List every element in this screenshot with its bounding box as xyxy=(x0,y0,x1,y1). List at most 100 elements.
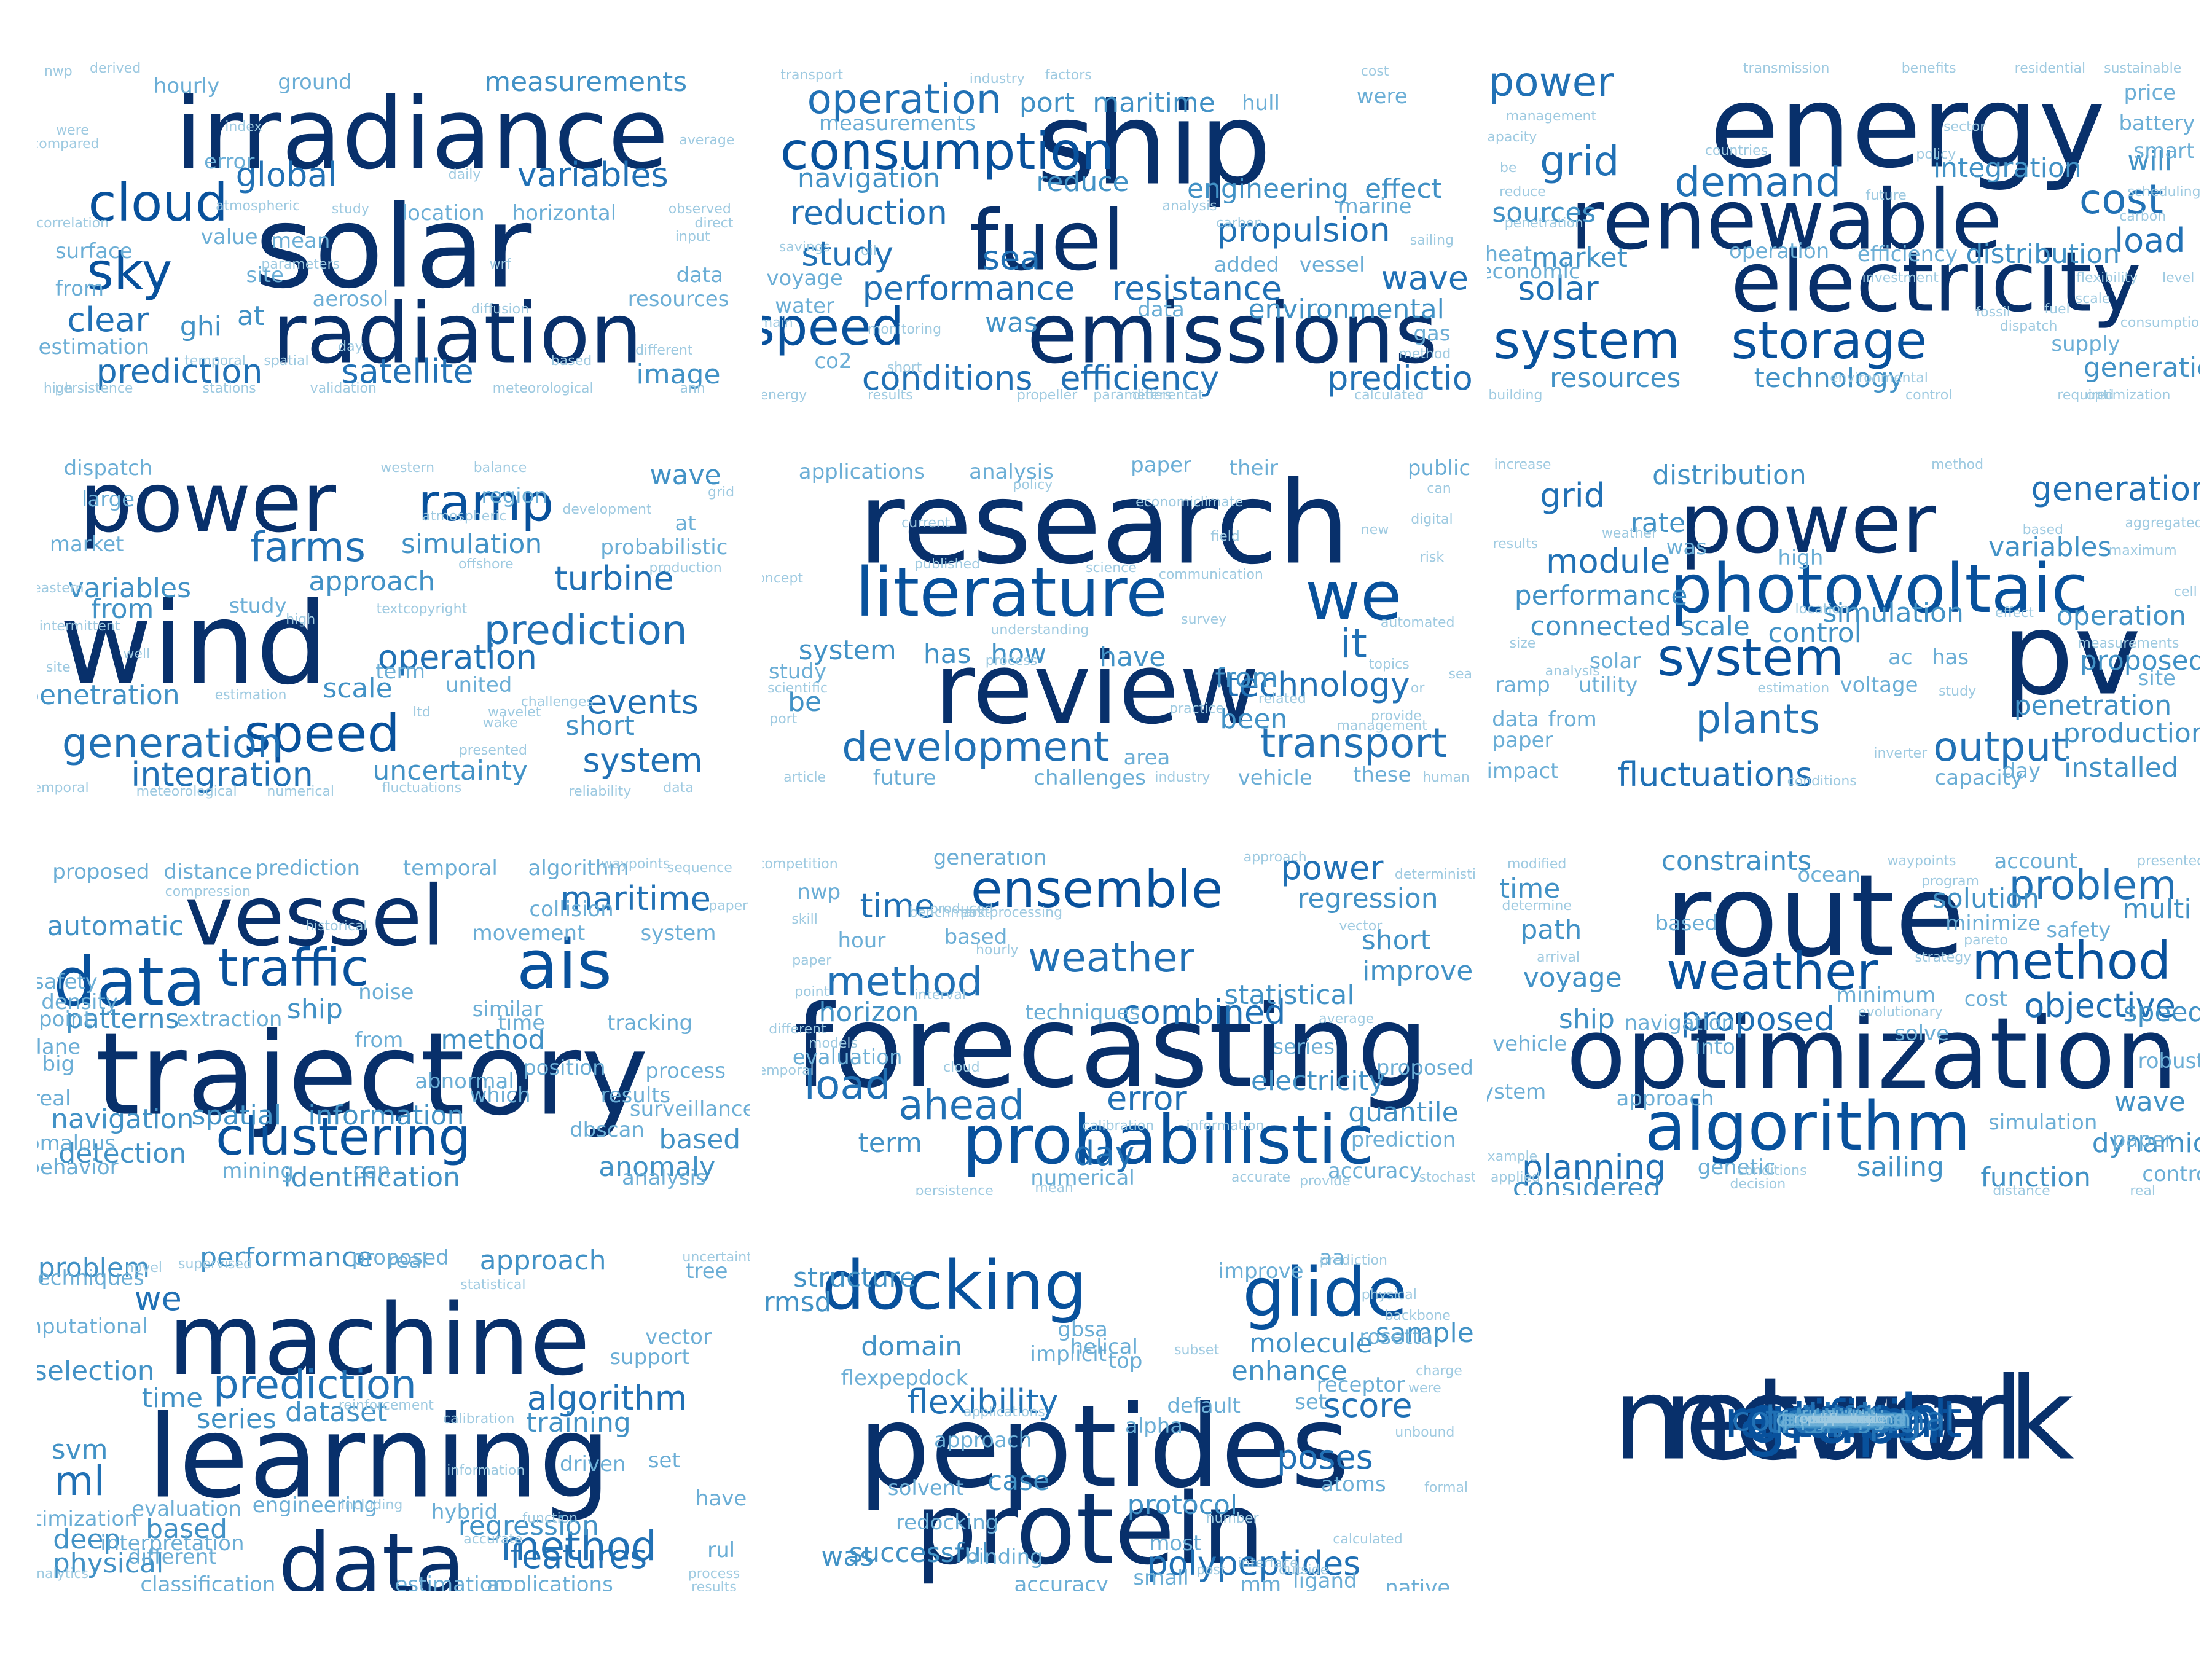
word-grid: grid xyxy=(1540,138,1620,185)
word-collision: collision xyxy=(529,897,614,922)
word-offshore: offshore xyxy=(458,557,514,573)
word-receptor: receptor xyxy=(1316,1373,1405,1397)
word-flow: flow xyxy=(1829,1411,1857,1427)
word-sequence: sequence xyxy=(667,860,732,876)
word-planning: planning xyxy=(1521,1148,1666,1187)
word-including: including xyxy=(341,1497,403,1513)
word-power: power xyxy=(1281,851,1384,887)
word-nonlinear: nonlinear xyxy=(1779,1403,1907,1435)
word-competition: competition xyxy=(762,857,838,873)
word-ground: ground xyxy=(278,70,352,95)
word-graph: graph xyxy=(1744,1380,1942,1459)
word-time: time xyxy=(1499,873,1561,904)
word-ltd: ltd xyxy=(413,705,431,720)
word-observed: observed xyxy=(668,202,731,218)
word-sequence: sequence xyxy=(1810,1411,1877,1427)
word-from: from xyxy=(55,276,104,302)
word-have: have xyxy=(1099,641,1166,673)
word-challenges: challenges xyxy=(1033,766,1146,791)
word-ensemble: ensemble xyxy=(970,858,1223,919)
word-temporal: temporal xyxy=(37,780,89,796)
word-most: most xyxy=(1149,1531,1202,1556)
word-maritime: maritime xyxy=(1092,87,1215,119)
word-structure: structure xyxy=(793,1262,916,1294)
word-our: our xyxy=(1826,1407,1861,1432)
word-ahead: ahead xyxy=(898,1081,1025,1129)
word-concept: concept xyxy=(762,570,804,586)
word-safety: safety xyxy=(2046,917,2111,943)
word-system: system xyxy=(1493,310,1681,371)
word-peptides: peptides xyxy=(858,1380,1350,1513)
word-or: or xyxy=(1410,680,1425,696)
word-at: at xyxy=(237,300,265,332)
word-scale: scale xyxy=(1680,611,1750,642)
word-interval: interval xyxy=(914,987,966,1003)
word-vehicle: vehicle xyxy=(1237,766,1312,791)
word-results: results xyxy=(1808,1407,1878,1432)
word-features: features xyxy=(510,1537,648,1576)
word-ann: ann xyxy=(680,380,705,396)
wordcloud-wind-power: wind power ramp farms speed prediction turbine… xyxy=(37,455,750,799)
word-smart: smart xyxy=(2133,139,2195,164)
word-conditions: conditions xyxy=(1737,1163,1807,1179)
word-unbound: unbound xyxy=(1395,1425,1455,1441)
wordcloud-machine-learning: learning machine data prediction method algor… xyxy=(37,1247,750,1591)
word-ramp: ramp xyxy=(418,473,554,533)
word-load: load xyxy=(1821,1407,1866,1432)
word-term: term xyxy=(858,1128,923,1159)
word-system: system xyxy=(1657,627,1845,688)
word-turbine: turbine xyxy=(554,559,674,598)
word-voyage: voyage xyxy=(1523,962,1622,994)
word-balance: balance xyxy=(473,460,527,476)
word-provide: provide xyxy=(1300,1173,1351,1189)
word-integration: integration xyxy=(131,755,313,794)
word-weather: weather xyxy=(1028,933,1194,981)
word-docking: docking xyxy=(822,1247,1087,1325)
word-supervised: supervised xyxy=(178,1257,253,1272)
word-calibration: calibration xyxy=(1082,1118,1155,1134)
word-speed: speed xyxy=(762,296,904,357)
word-compared: compared xyxy=(37,136,100,152)
word-site: site xyxy=(246,262,284,288)
word-correlation: correlation xyxy=(37,215,109,231)
word-artificial: artificial xyxy=(1739,1389,1948,1449)
word-objective: objective xyxy=(2024,986,2176,1025)
word-generation: generation xyxy=(2083,352,2200,383)
word-waypoints: waypoints xyxy=(601,857,670,873)
word-based: based xyxy=(551,353,592,369)
word-speed: speed xyxy=(2123,997,2200,1029)
word-cost: cost xyxy=(1360,64,1389,80)
word-algorithm: algorithm xyxy=(528,856,629,880)
word-analysis: analysis xyxy=(969,460,1054,484)
word-prediction: prediction xyxy=(484,606,688,654)
word-determine: determine xyxy=(1502,898,1572,914)
word-path: path xyxy=(1520,914,1582,946)
word-navigation: navigation xyxy=(1624,1011,1735,1035)
word-automatic: automatic xyxy=(47,911,184,943)
word-large: large xyxy=(81,487,135,512)
wordcloud-forecasting: forecasting probabilistic ensemble weather m… xyxy=(762,851,1475,1195)
word-sustainable: sustainable xyxy=(2104,60,2182,76)
word-irradiance: irradiance xyxy=(175,76,669,192)
word-presented: presented xyxy=(2137,853,2200,869)
word-account: account xyxy=(1994,851,2077,874)
word-environmental: environmental xyxy=(1248,293,1445,325)
word-vehicle: vehicle xyxy=(1492,1031,1567,1056)
word-study: study xyxy=(229,594,287,619)
word-function: function xyxy=(1800,1407,1886,1432)
word-vessel: vessel xyxy=(1299,253,1365,277)
word-process: process xyxy=(688,1566,740,1582)
word-density: density xyxy=(41,990,118,1015)
word-rate: rate xyxy=(1630,508,1686,539)
word-industry: industry xyxy=(969,71,1025,87)
word-measurements: measurements xyxy=(818,111,976,136)
word-future: future xyxy=(873,766,936,791)
word-production: production xyxy=(2063,717,2200,749)
word-postprocessing: postprocessing xyxy=(960,904,1063,920)
word-applied: applied xyxy=(1490,1170,1540,1185)
word-approach: approach xyxy=(308,566,436,598)
word-average: average xyxy=(679,133,735,149)
word-ac: ac xyxy=(1888,645,1913,670)
word-vessel: vessel xyxy=(184,868,445,965)
word-learning: learning xyxy=(147,1390,611,1524)
